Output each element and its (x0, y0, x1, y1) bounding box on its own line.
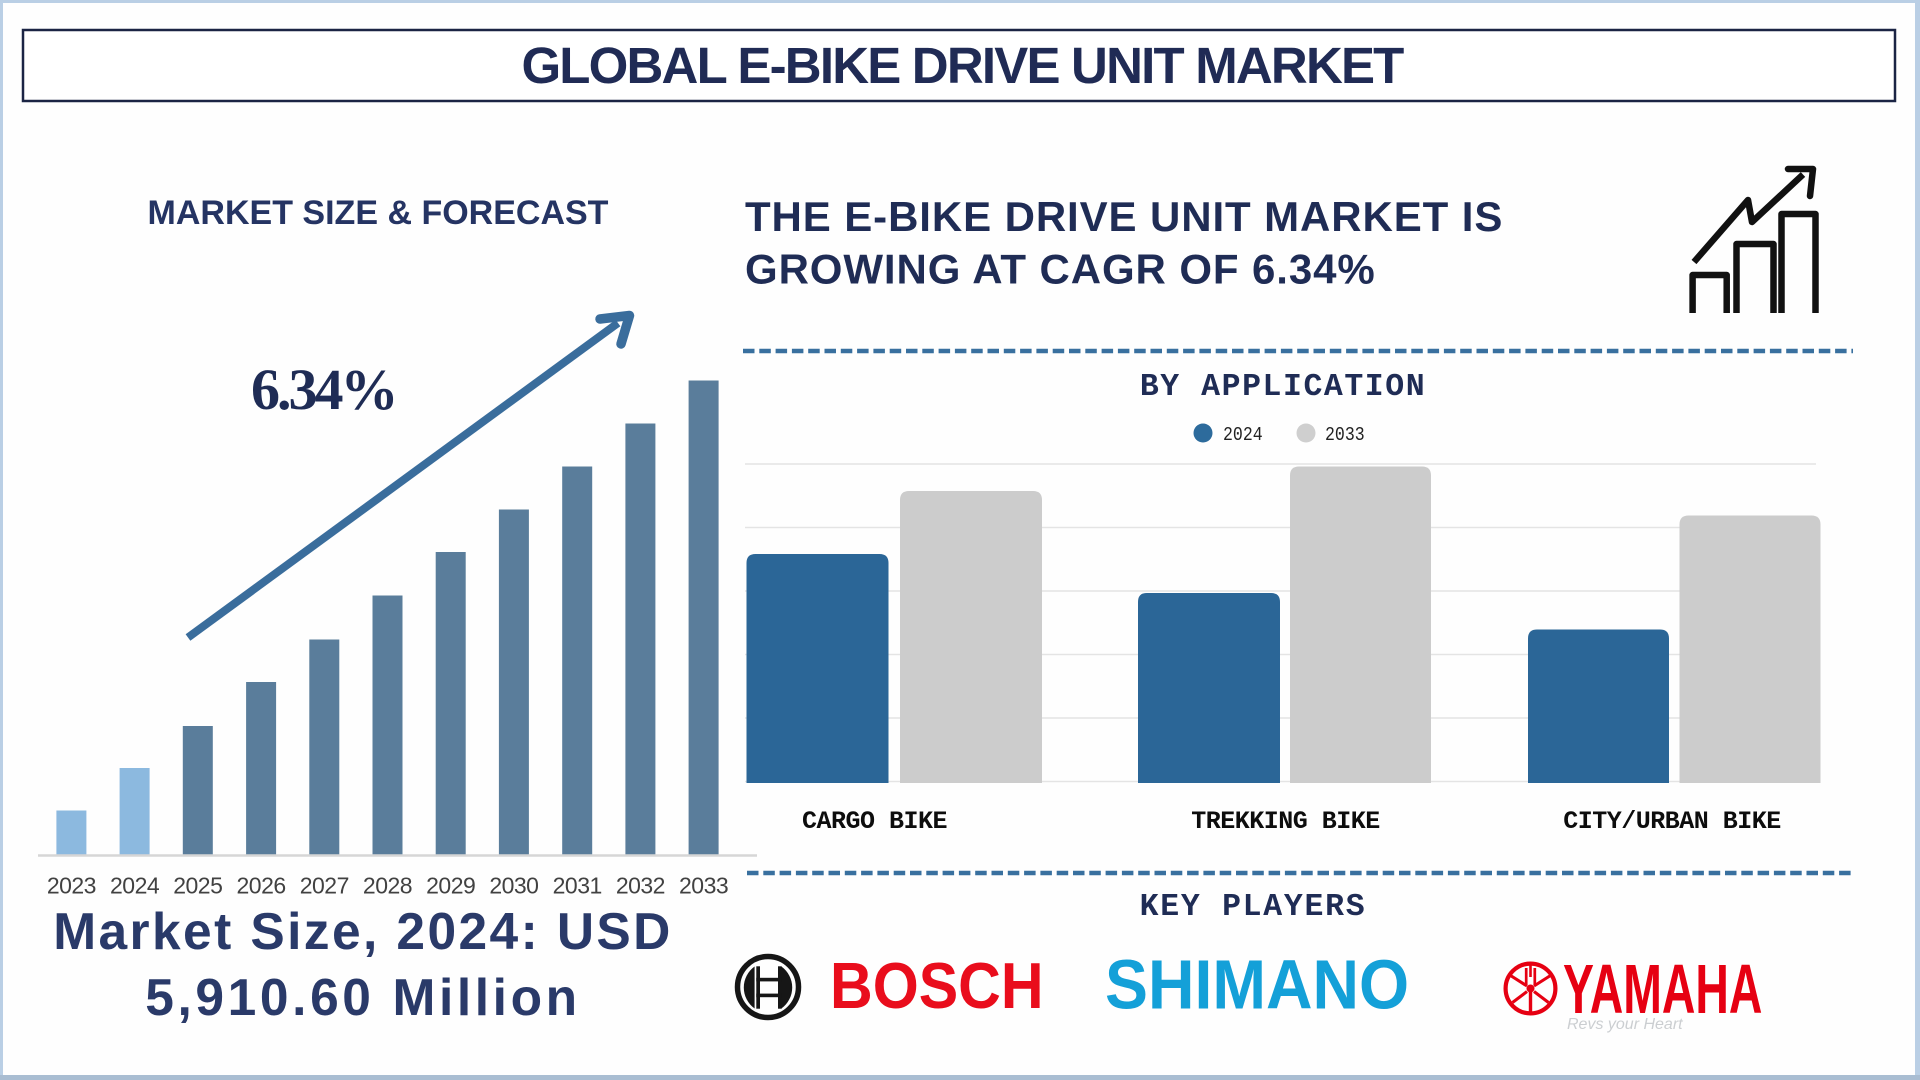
svg-text:2024: 2024 (1223, 425, 1263, 446)
svg-text:2023: 2023 (47, 873, 96, 899)
svg-text:2033: 2033 (679, 873, 728, 899)
svg-text:2028: 2028 (363, 873, 412, 899)
svg-text:BY APPLICATION: BY APPLICATION (1140, 370, 1426, 405)
svg-text:BOSCH: BOSCH (830, 950, 1044, 1022)
svg-text:CITY/URBAN BIKE: CITY/URBAN BIKE (1563, 807, 1781, 836)
svg-text:SHIMANO: SHIMANO (1105, 946, 1409, 1024)
svg-text:TREKKING BIKE: TREKKING BIKE (1191, 807, 1380, 836)
svg-text:YAMAHA: YAMAHA (1563, 949, 1762, 1028)
svg-text:2033: 2033 (1325, 425, 1365, 446)
svg-text:5,910.60 Million: 5,910.60 Million (145, 968, 580, 1026)
svg-text:GLOBAL E-BIKE DRIVE UNIT MARKE: GLOBAL E-BIKE DRIVE UNIT MARKET (521, 37, 1404, 94)
svg-text:GROWING AT CAGR OF 6.34%: GROWING AT CAGR OF 6.34% (745, 246, 1376, 293)
svg-text:2024: 2024 (110, 873, 160, 899)
svg-text:2032: 2032 (616, 873, 665, 899)
svg-text:2025: 2025 (173, 873, 222, 899)
svg-text:MARKET SIZE & FORECAST: MARKET SIZE & FORECAST (148, 194, 609, 232)
svg-text:2027: 2027 (300, 873, 349, 899)
svg-text:Market Size, 2024: USD: Market Size, 2024: USD (53, 902, 673, 960)
svg-text:2030: 2030 (489, 873, 538, 899)
svg-text:6.34%: 6.34% (251, 357, 396, 422)
svg-text:2029: 2029 (426, 873, 475, 899)
svg-text:KEY PLAYERS: KEY PLAYERS (1140, 890, 1367, 925)
svg-text:2026: 2026 (237, 873, 286, 899)
svg-text:THE E-BIKE DRIVE UNIT MARKET I: THE E-BIKE DRIVE UNIT MARKET IS (745, 193, 1503, 240)
svg-text:Revs your Heart: Revs your Heart (1567, 1016, 1683, 1033)
svg-text:CARGO BIKE: CARGO BIKE (802, 807, 947, 836)
svg-text:2031: 2031 (553, 873, 602, 899)
